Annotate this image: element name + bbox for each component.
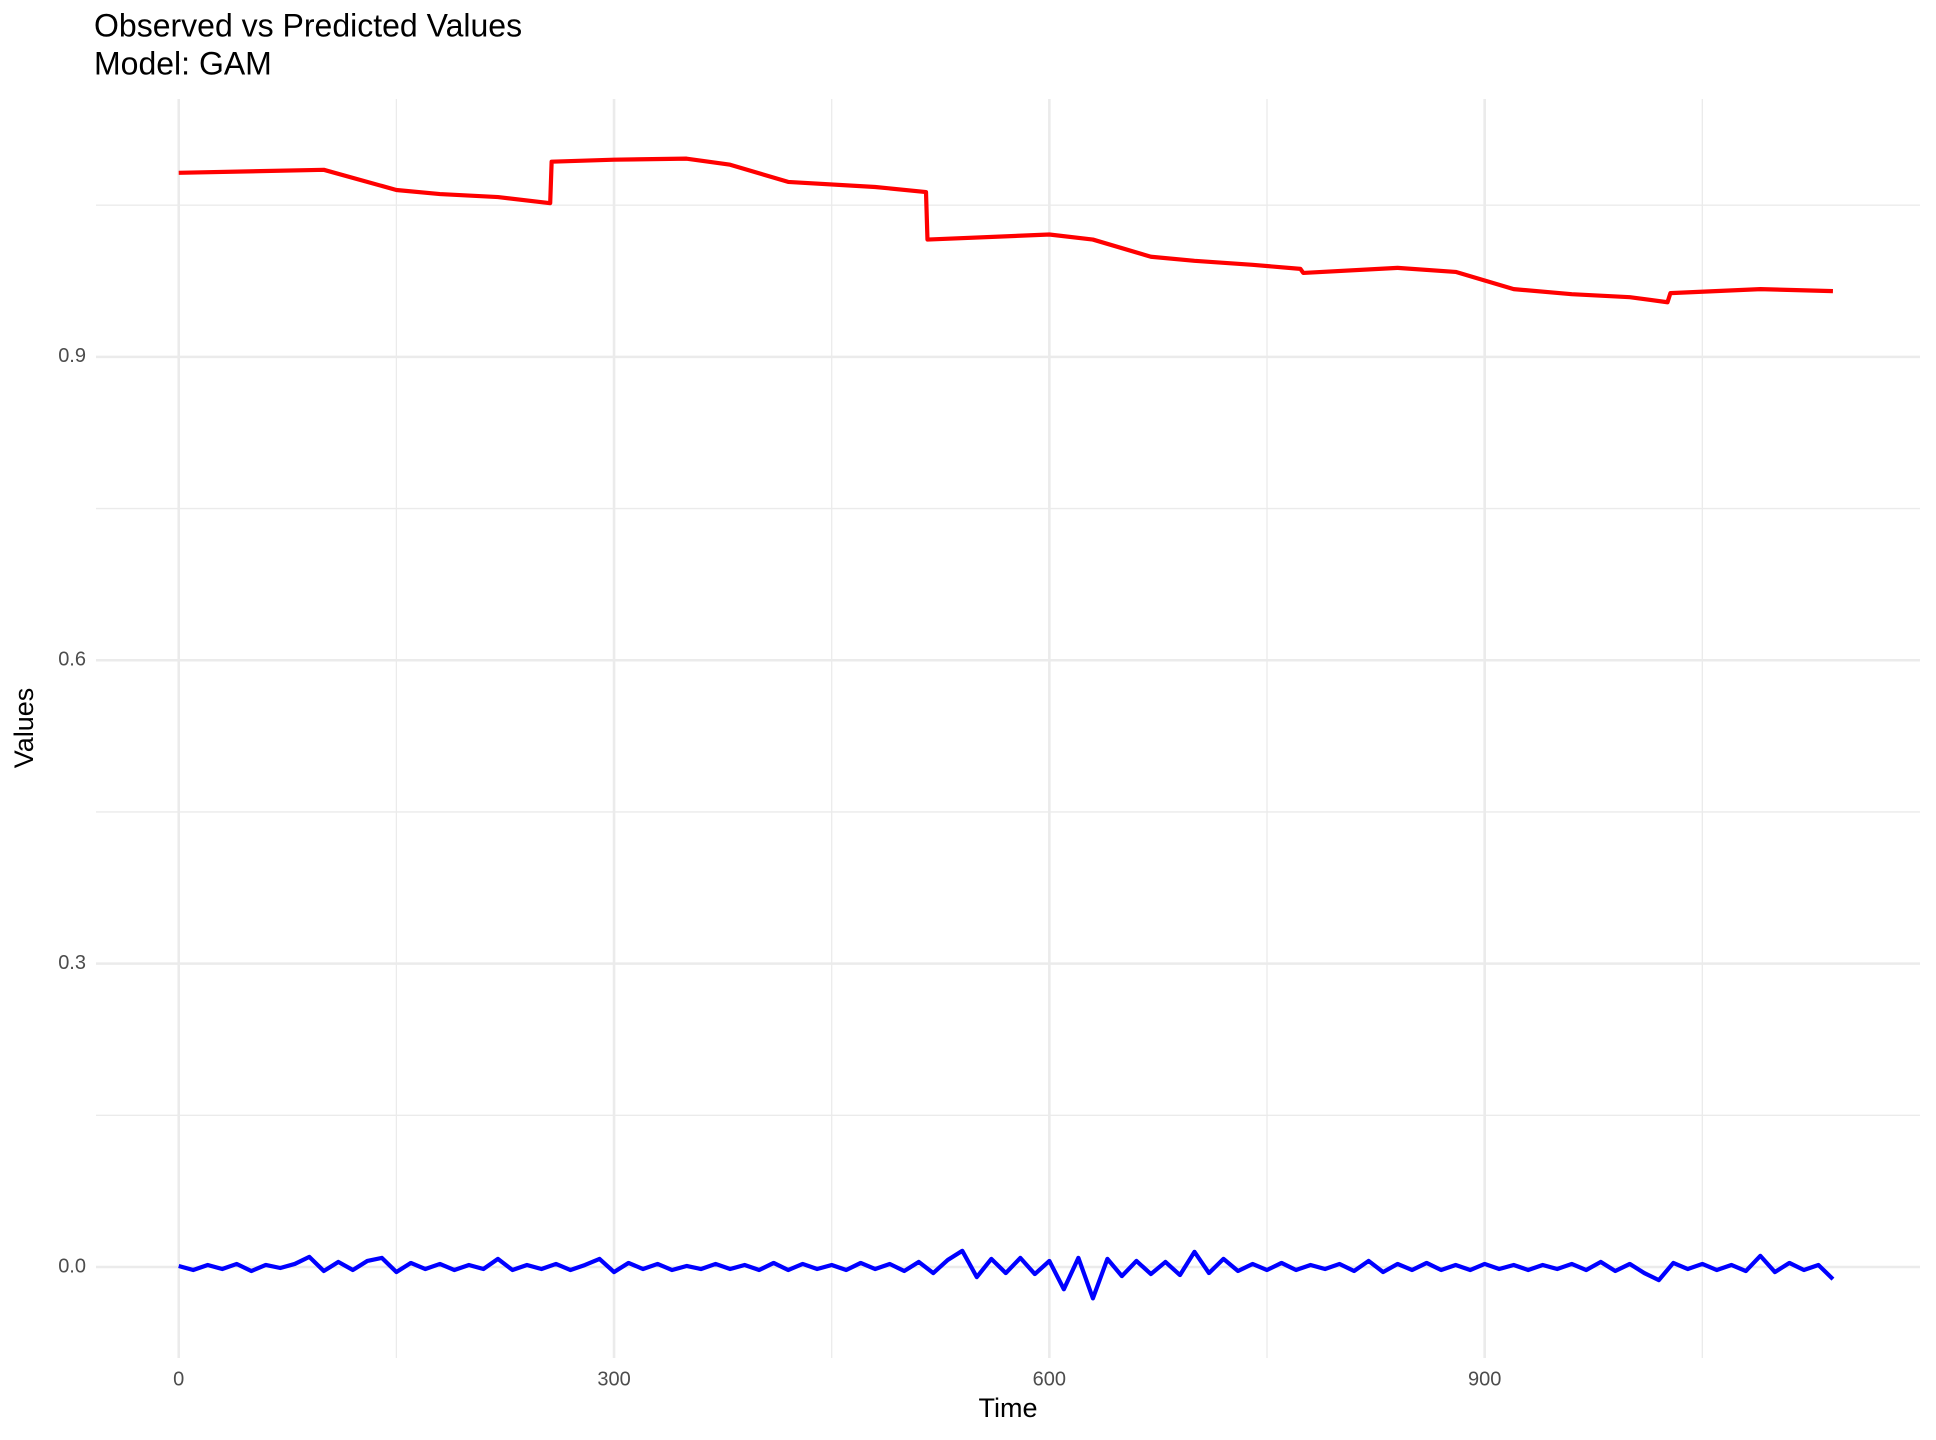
x-axis-title: Time [979, 1393, 1038, 1423]
x-tick-label: 900 [1468, 1368, 1501, 1390]
x-tick-label: 0 [173, 1368, 184, 1390]
data-line [178, 156, 1833, 305]
y-axis-title: Values [9, 688, 39, 769]
x-tick-label: 600 [1033, 1368, 1066, 1390]
x-tick-label: 300 [597, 1368, 630, 1390]
chart-subtitle: Model: GAM [94, 45, 272, 81]
y-tick-label: 0.9 [58, 345, 86, 367]
data-line [178, 1248, 1835, 1301]
y-tick-label: 0.3 [58, 952, 86, 974]
y-tick-label: 0.6 [58, 649, 86, 671]
chart-title: Observed vs Predicted Values [94, 7, 522, 43]
y-tick-label: 0.0 [58, 1255, 86, 1277]
